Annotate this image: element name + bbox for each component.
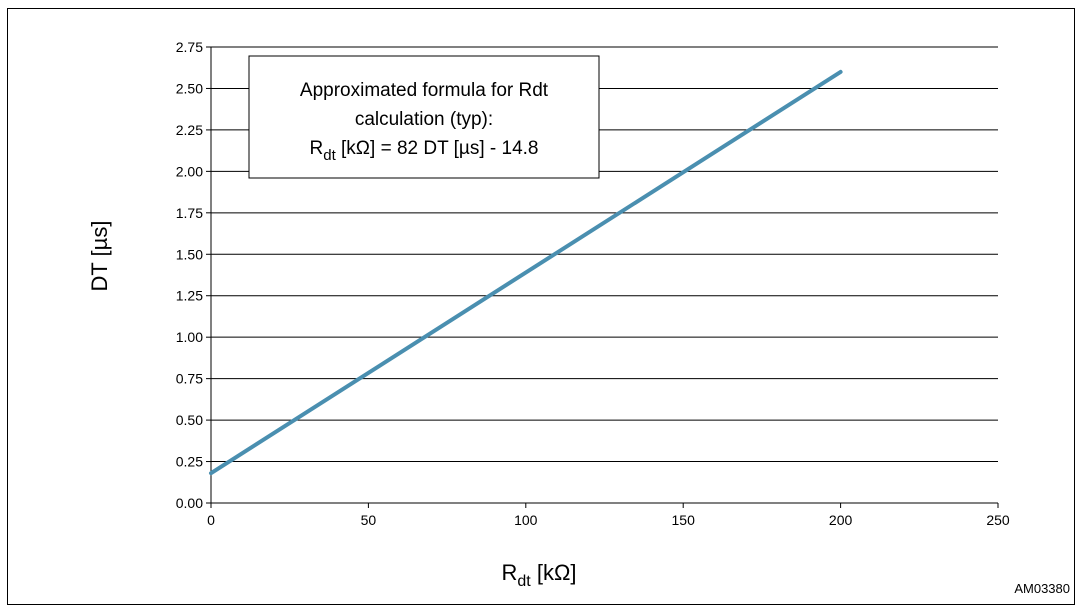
y-tick-label-8: 2.00 [176, 163, 203, 179]
y-tick-labels: 0.00 0.25 0.50 0.75 1.00 1.25 1.50 1.75 2.00 2.25… [176, 39, 211, 511]
series [209, 69, 843, 476]
x-tick-label-0: 0 [207, 512, 215, 528]
formula-annotation: Approximated formula for Rdt calculation… [248, 55, 600, 179]
annotation-line-2: calculation (typ): [355, 109, 493, 130]
y-tick-label-2: 0.50 [176, 412, 203, 428]
x-tick-label-2: 100 [514, 512, 538, 528]
y-axis-title: DT [µs] [87, 221, 112, 292]
chart: 0.00 0.25 0.50 0.75 1.00 1.25 1.50 1.75 2.00 2.25… [87, 39, 1070, 596]
annotation-box [248, 55, 600, 179]
y-tick-label-1: 0.25 [176, 454, 203, 470]
x-tick-label-5: 250 [986, 512, 1010, 528]
annotation-formula: [kΩ] = 82 DT [µs] - 14.8 [336, 138, 539, 159]
x-tick-label-3: 150 [672, 512, 696, 528]
annotation-line-3: Rdt [kΩ] = 82 DT [µs] - 14.8 [310, 138, 539, 164]
x-tick-labels: 0 50 100 150 200 250 [207, 503, 1010, 528]
y-tick-label-5: 1.25 [176, 288, 203, 304]
annotation-r-sub: dt [323, 147, 336, 164]
axes [210, 47, 998, 504]
grid-lines [211, 46, 998, 463]
y-tick-label-11: 2.75 [176, 39, 203, 55]
x-tick-label-1: 50 [361, 512, 377, 528]
x-tick-label-4: 200 [829, 512, 853, 528]
annotation-line-1: Approximated formula for Rdt [300, 80, 549, 101]
y-tick-label-0: 0.00 [176, 495, 203, 511]
y-tick-label-10: 2.50 [176, 80, 203, 96]
annotation-r: R [310, 138, 324, 159]
figure-frame: 0.00 0.25 0.50 0.75 1.00 1.25 1.50 1.75 2.00 2.25… [7, 8, 1075, 605]
series-line-0 [209, 69, 843, 476]
y-tick-label-7: 1.75 [176, 205, 203, 221]
y-tick-label-3: 0.75 [176, 371, 203, 387]
y-tick-label-4: 1.00 [176, 329, 203, 345]
y-tick-label-6: 1.50 [176, 246, 203, 262]
figure-id: AM03380 [1014, 581, 1070, 596]
x-axis-title-sub: dt [517, 573, 531, 590]
x-axis-title: Rdt [kΩ] [501, 560, 576, 590]
x-axis-title-unit: [kΩ] [531, 560, 577, 585]
y-tick-label-9: 2.25 [176, 122, 203, 138]
x-axis-title-r: R [501, 560, 517, 585]
